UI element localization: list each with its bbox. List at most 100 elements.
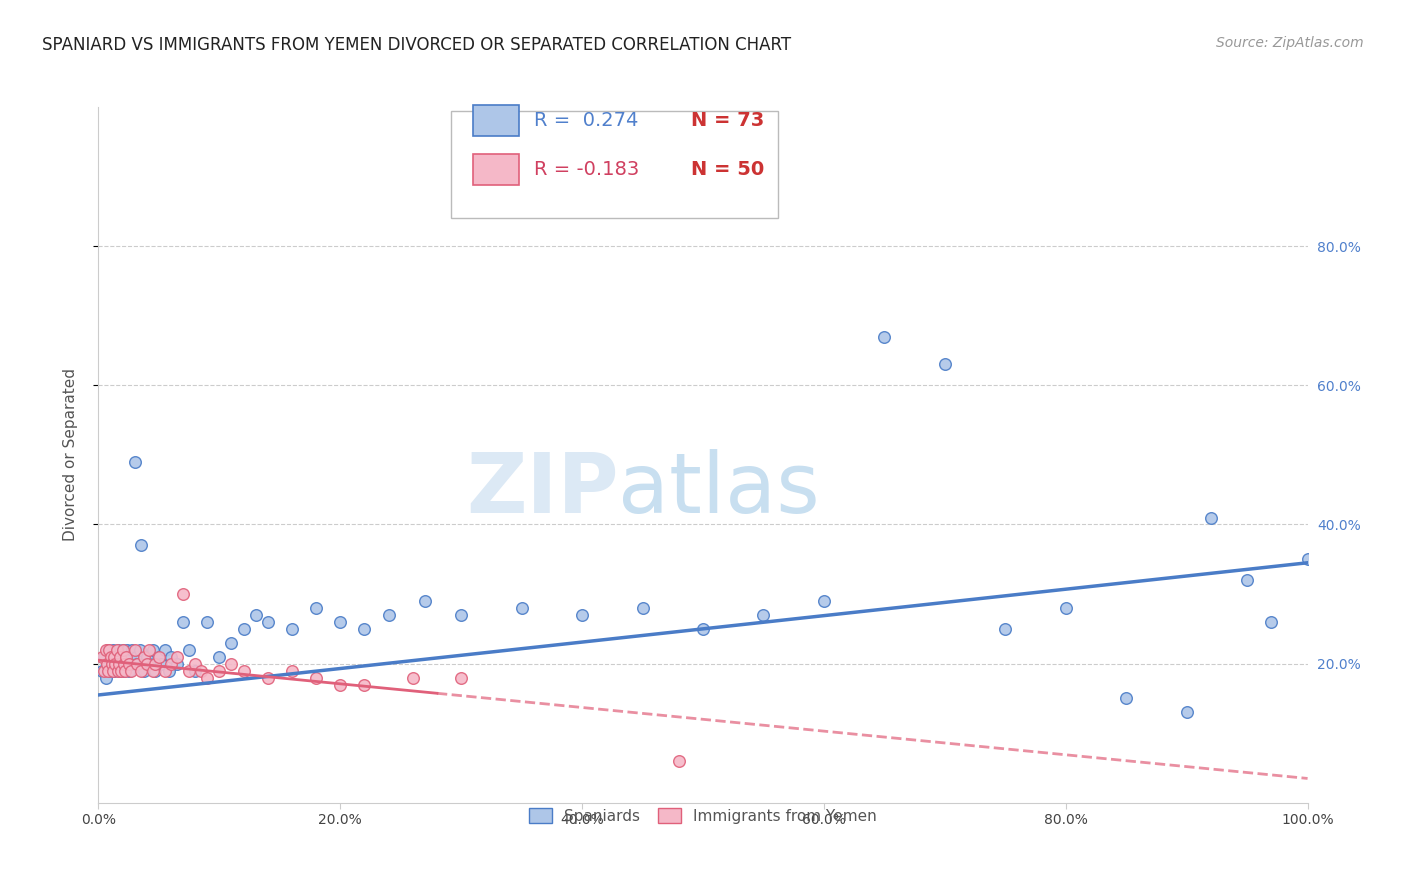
- Point: [143, 657, 166, 671]
- Point: [195, 671, 218, 685]
- Point: [256, 615, 278, 629]
- Point: [100, 657, 122, 671]
- Point: [179, 642, 201, 657]
- Point: [112, 657, 135, 671]
- Point: [93, 649, 115, 664]
- Point: [184, 664, 207, 678]
- Point: [105, 642, 128, 657]
- Point: [103, 649, 125, 664]
- Point: [172, 615, 194, 629]
- Point: [98, 642, 121, 657]
- Point: [108, 649, 131, 664]
- Point: [153, 642, 176, 657]
- Point: [135, 657, 157, 671]
- Point: [166, 649, 188, 664]
- Point: [208, 664, 231, 678]
- Point: [281, 622, 304, 636]
- Point: [1260, 615, 1282, 629]
- Point: [232, 622, 254, 636]
- Point: [450, 671, 472, 685]
- Point: [91, 649, 114, 664]
- Point: [510, 601, 533, 615]
- Point: [110, 657, 132, 671]
- Text: ZIP: ZIP: [465, 450, 619, 530]
- Point: [353, 677, 375, 691]
- Point: [692, 622, 714, 636]
- Point: [413, 594, 436, 608]
- Point: [813, 594, 835, 608]
- Point: [221, 636, 243, 650]
- Point: [148, 649, 170, 664]
- Point: [402, 671, 425, 685]
- Point: [631, 601, 654, 615]
- Point: [157, 664, 180, 678]
- Point: [245, 607, 267, 622]
- Point: [117, 642, 139, 657]
- Point: [1236, 573, 1258, 587]
- Point: [1115, 691, 1137, 706]
- FancyBboxPatch shape: [474, 105, 519, 136]
- Point: [305, 671, 328, 685]
- Point: [150, 657, 173, 671]
- Point: [221, 657, 243, 671]
- Point: [138, 642, 160, 657]
- Point: [208, 649, 231, 664]
- Point: [125, 649, 148, 664]
- Point: [108, 649, 131, 664]
- Point: [281, 664, 304, 678]
- Point: [107, 642, 129, 657]
- Point: [1054, 601, 1077, 615]
- Point: [134, 649, 156, 664]
- Text: N = 50: N = 50: [690, 160, 763, 178]
- Point: [129, 538, 152, 552]
- Point: [118, 649, 141, 664]
- Point: [107, 664, 129, 678]
- Point: [994, 622, 1017, 636]
- Point: [1296, 552, 1319, 566]
- FancyBboxPatch shape: [451, 111, 778, 219]
- Point: [100, 657, 122, 671]
- Point: [103, 664, 125, 678]
- Point: [115, 649, 138, 664]
- Point: [135, 649, 157, 664]
- Point: [153, 664, 176, 678]
- Point: [127, 657, 149, 671]
- Point: [115, 657, 138, 671]
- Point: [120, 664, 142, 678]
- Point: [91, 664, 114, 678]
- Point: [138, 657, 160, 671]
- Legend: Spaniards, Immigrants from Yemen: Spaniards, Immigrants from Yemen: [523, 802, 883, 830]
- Point: [108, 664, 131, 678]
- Point: [752, 607, 775, 622]
- Point: [668, 754, 690, 768]
- Point: [124, 455, 146, 469]
- Point: [104, 649, 127, 664]
- Point: [329, 615, 352, 629]
- Point: [148, 649, 170, 664]
- Point: [114, 664, 136, 678]
- Point: [166, 657, 188, 671]
- Point: [179, 664, 201, 678]
- Point: [100, 649, 122, 664]
- Point: [305, 601, 328, 615]
- Point: [190, 664, 212, 678]
- Point: [1175, 706, 1198, 720]
- Point: [118, 664, 141, 678]
- Point: [101, 664, 124, 678]
- Point: [127, 657, 149, 671]
- Point: [143, 664, 166, 678]
- Point: [377, 607, 399, 622]
- Y-axis label: Divorced or Separated: Divorced or Separated: [63, 368, 77, 541]
- Point: [232, 664, 254, 678]
- Point: [195, 615, 218, 629]
- Point: [124, 642, 146, 657]
- Point: [114, 649, 136, 664]
- Point: [96, 657, 118, 671]
- Point: [184, 657, 207, 671]
- Point: [160, 649, 183, 664]
- Point: [108, 657, 131, 671]
- Point: [96, 657, 118, 671]
- Point: [93, 664, 115, 678]
- Text: R = -0.183: R = -0.183: [534, 160, 638, 178]
- Point: [98, 664, 121, 678]
